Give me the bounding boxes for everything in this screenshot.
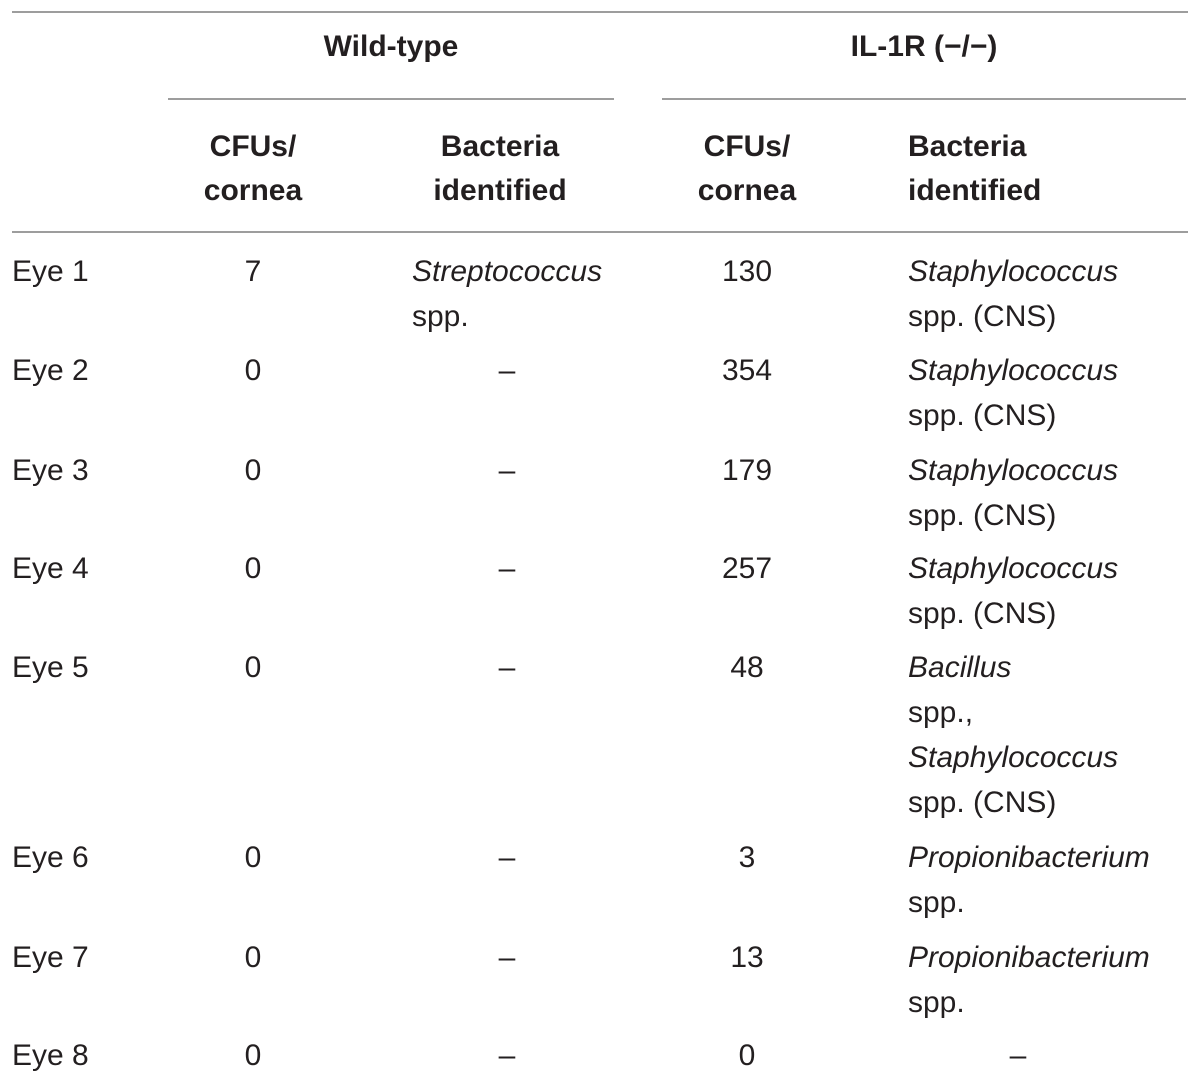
row-label: Eye 7 — [12, 941, 89, 974]
wt-bacteria-cell: – — [412, 448, 602, 493]
group-rule-il1r-knockout — [662, 98, 1186, 100]
ko-bacteria-cell: Propionibacterium spp. — [908, 935, 1188, 1025]
bacteria-line: – — [498, 941, 516, 974]
bacteria-line: spp. (CNS) — [908, 499, 1057, 532]
row-label: Eye 5 — [12, 651, 89, 684]
wt-cfu-cell: 0 — [244, 841, 262, 874]
wt-cfu-cell: 0 — [244, 941, 262, 974]
ko-cfu-cell: 48 — [730, 651, 764, 684]
bacteria-line: – — [498, 354, 516, 387]
ko-bacteria-cell: Propionibacterium spp. — [908, 835, 1188, 925]
table-top-rule — [12, 11, 1188, 13]
column-header-line: identified — [433, 174, 567, 207]
ko-bacteria-cell: Staphylococcus spp. (CNS) — [908, 348, 1188, 438]
bacteria-line: – — [1009, 1039, 1027, 1072]
bacteria-line: – — [498, 841, 516, 874]
column-header-line: Bacteria — [440, 130, 560, 163]
bacteria-line: Staphylococcus — [908, 255, 1119, 288]
bacteria-line: – — [498, 1039, 516, 1072]
wt-bacteria-cell: – — [412, 546, 602, 591]
column-header-wt-bacteria: Bacteria identified — [412, 125, 588, 213]
column-header-ko-cfu: CFUs/ cornea — [674, 125, 820, 213]
row-label: Eye 8 — [12, 1039, 89, 1072]
wt-cfu-cell: 0 — [244, 552, 262, 585]
group-rule-wild-type — [168, 98, 614, 100]
bacteria-line: – — [498, 552, 516, 585]
group-header-wild-type: Wild-type — [323, 30, 459, 63]
wt-bacteria-cell: – — [412, 935, 602, 980]
bacteria-line: – — [498, 651, 516, 684]
row-label: Eye 3 — [12, 454, 89, 487]
column-header-line: Bacteria — [908, 130, 1027, 163]
wt-cfu-cell: 0 — [244, 454, 262, 487]
row-label: Eye 2 — [12, 354, 89, 387]
wt-bacteria-cell: – — [412, 1033, 602, 1078]
bacteria-line: spp., — [908, 696, 974, 729]
row-label: Eye 1 — [12, 255, 89, 288]
bacteria-line: – — [498, 454, 516, 487]
ko-cfu-cell: 130 — [721, 255, 773, 288]
ko-cfu-cell: 179 — [721, 454, 773, 487]
column-header-line: cornea — [697, 174, 797, 207]
column-header-line: CFUs/ — [209, 130, 297, 163]
bacteria-line: spp. — [908, 986, 965, 1019]
bacteria-line: spp. (CNS) — [908, 300, 1057, 333]
wt-bacteria-cell: – — [412, 835, 602, 880]
bacteria-line: spp. — [908, 886, 965, 919]
bacteria-line: Staphylococcus — [908, 552, 1119, 585]
wt-cfu-cell: 7 — [244, 255, 262, 288]
ko-cfu-cell: 257 — [721, 552, 773, 585]
ko-cfu-cell: 3 — [738, 841, 756, 874]
bacteria-line: Staphylococcus — [908, 741, 1119, 774]
bacteria-line: spp. — [412, 300, 469, 333]
group-header-il1r-knockout: IL-1R (−/−) — [850, 30, 998, 63]
bacteria-line: spp. (CNS) — [908, 786, 1057, 819]
wt-cfu-cell: 0 — [244, 354, 262, 387]
wt-bacteria-cell: – — [412, 645, 602, 690]
wt-cfu-cell: 0 — [244, 1039, 262, 1072]
ko-cfu-cell: 0 — [738, 1039, 756, 1072]
bacteria-line: spp. (CNS) — [908, 597, 1057, 630]
bacteria-line: Propionibacterium — [908, 841, 1150, 874]
header-bottom-rule — [12, 231, 1188, 233]
bacteria-line: Streptococcus — [412, 255, 603, 288]
ko-bacteria-cell: Staphylococcus spp. (CNS) — [908, 249, 1188, 339]
ko-cfu-cell: 13 — [730, 941, 764, 974]
ko-bacteria-cell: Staphylococcus spp. (CNS) — [908, 448, 1188, 538]
column-header-ko-bacteria: Bacteria identified — [908, 125, 1108, 213]
ko-bacteria-cell: Staphylococcus spp. (CNS) — [908, 546, 1188, 636]
ko-bacteria-cell: Bacillus spp., Staphylococcus spp. (CNS) — [908, 645, 1188, 825]
row-label: Eye 6 — [12, 841, 89, 874]
column-header-wt-cfu: CFUs/ cornea — [180, 125, 326, 213]
column-header-line: cornea — [203, 174, 303, 207]
wt-bacteria-cell: – — [412, 348, 602, 393]
row-label: Eye 4 — [12, 552, 89, 585]
wt-bacteria-cell: Streptococcus spp. — [412, 249, 612, 339]
bacteria-line: spp. (CNS) — [908, 399, 1057, 432]
column-header-line: CFUs/ — [703, 130, 791, 163]
column-header-line: identified — [908, 174, 1042, 207]
bacteria-line: Staphylococcus — [908, 354, 1119, 387]
bacteria-line: Staphylococcus — [908, 454, 1119, 487]
wt-cfu-cell: 0 — [244, 651, 262, 684]
bacteria-line: Bacillus — [908, 651, 1012, 684]
bacteria-line: Propionibacterium — [908, 941, 1150, 974]
ko-cfu-cell: 354 — [721, 354, 773, 387]
ko-bacteria-cell: – — [978, 1033, 1058, 1078]
